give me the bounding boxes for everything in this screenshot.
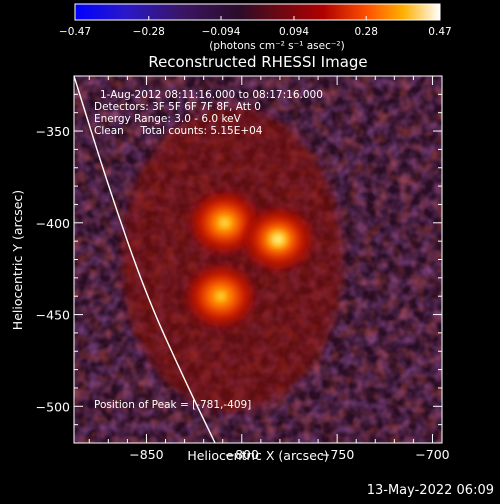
emission-contour: [220, 219, 229, 227]
x-tick-label: −700: [415, 447, 449, 462]
info-line-clean-counts: Clean Total counts: 5.15E+04: [94, 125, 263, 137]
colorbar-ticks: −0.47 −0.28 −0.094 0.094 0.28 0.47: [59, 16, 452, 38]
info-overlay: 1-Aug-2012 08:11:16.000 to 08:17:16.000 …: [94, 89, 323, 411]
colorbar-frame: [74, 3, 441, 21]
info-line-time: 1-Aug-2012 08:11:16.000 to 08:17:16.000: [100, 89, 323, 101]
x-tick-label: −850: [129, 447, 163, 462]
emission-source-2: [245, 209, 312, 270]
x-tick-label: −800: [225, 447, 259, 462]
colorbar-tick-label: 0.28: [355, 26, 378, 38]
colorbar-tick-label: 0.47: [428, 26, 451, 38]
image-plot-area: [74, 76, 442, 443]
info-line-energy: Energy Range: 3.0 - 6.0 keV: [94, 113, 242, 125]
y-tick-label: −350: [36, 124, 70, 139]
colorbar: −0.47 −0.28 −0.094 0.094 0.28 0.47 (photons c…: [59, 3, 452, 52]
emission-source-3: [187, 266, 254, 327]
colorbar-tick-label: 0.094: [279, 26, 309, 38]
y-axis-label: Heliocentric Y (arcsec): [10, 190, 25, 330]
y-axis: −350 −400 −450 −500: [36, 93, 442, 426]
info-line-detectors: Detectors: 3F 5F 6F 7F 8F, Att 0: [94, 101, 261, 113]
colorbar-tick-label: −0.28: [133, 26, 165, 38]
y-tick-label: −450: [36, 308, 70, 323]
emission-contour: [217, 293, 225, 300]
emission-sources: [121, 106, 343, 413]
colorbar-gradient: [75, 4, 440, 20]
x-tick-label: −750: [320, 447, 354, 462]
peak-position-label: Position of Peak = [-781,-409]: [94, 399, 251, 411]
y-tick-label: −400: [36, 216, 70, 231]
colorbar-unit-label: (photons cm⁻² s⁻¹ asec⁻²): [209, 40, 344, 52]
colorbar-tick-label: −0.094: [202, 26, 241, 38]
emission-source-1: [191, 192, 258, 253]
footer-timestamp: 13-May-2022 06:09: [367, 483, 494, 498]
y-tick-label: −500: [36, 399, 70, 414]
solar-limb-curve: [74, 76, 216, 443]
x-axis: −850 −800 −750 −700: [88, 76, 450, 462]
emission-contour: [272, 234, 284, 245]
colorbar-tick-label: −0.47: [59, 26, 91, 38]
chart-title: Reconstructed RHESSI Image: [148, 53, 367, 71]
x-axis-label: Heliocentric X (arcsec): [187, 448, 328, 463]
emission-envelope: [121, 106, 343, 413]
